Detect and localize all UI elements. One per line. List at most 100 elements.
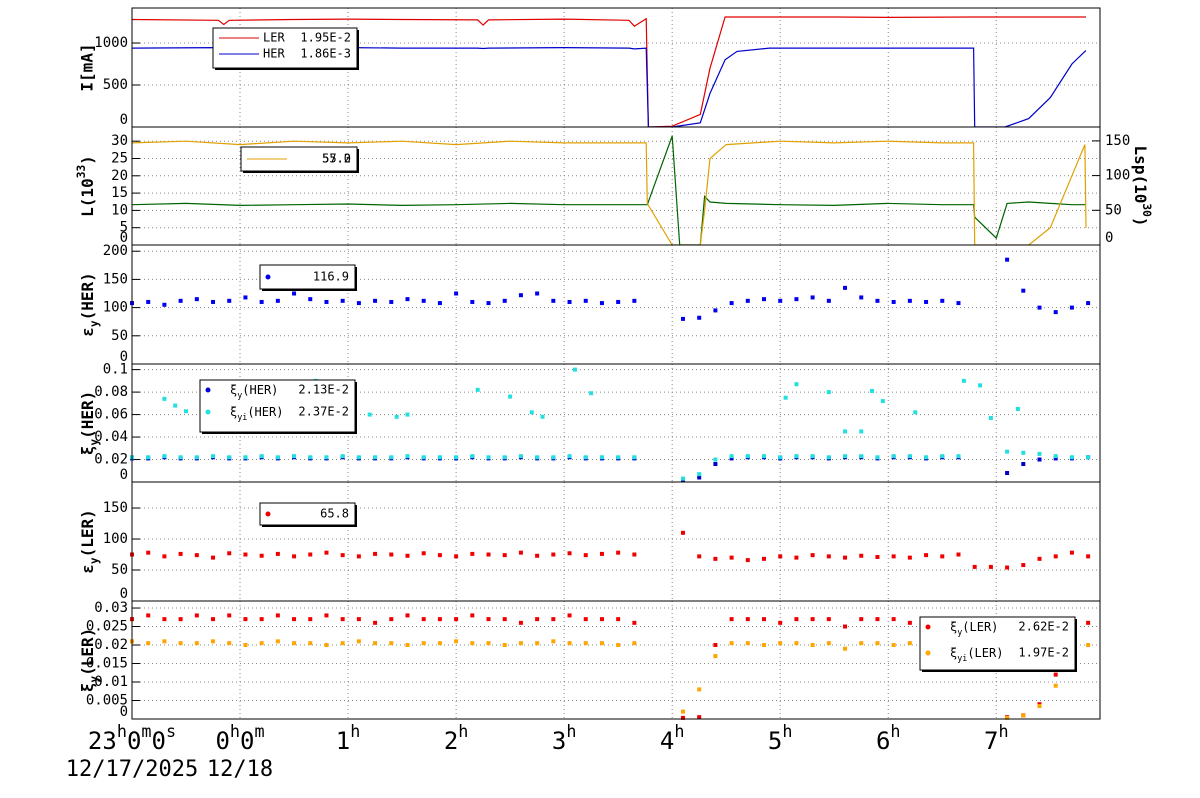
series-group: [130, 530, 1091, 570]
scatter-point: [1021, 462, 1026, 467]
y-axis-label-part: (HER): [78, 391, 97, 439]
scatter-point: [551, 639, 556, 644]
legend-label-part: ξ: [950, 646, 957, 660]
x-tick-label-part: m: [141, 721, 151, 741]
scatter-point: [367, 412, 372, 417]
y-axis-label-part: L(10: [78, 178, 97, 217]
scatter-point: [794, 382, 799, 387]
y-tick-label: 1000: [94, 35, 128, 51]
scatter-point: [1005, 471, 1010, 476]
scatter-point: [924, 553, 929, 558]
x-tick-label-part: h: [117, 721, 127, 741]
scatter-point: [211, 639, 216, 644]
legend-marker: [205, 387, 211, 393]
scatter-point: [616, 299, 621, 304]
y2-tick-label: 0: [1105, 230, 1113, 246]
scatter-point: [275, 298, 280, 303]
scatter-point: [275, 613, 280, 618]
scatter-point: [572, 367, 577, 372]
scatter-point: [875, 298, 880, 303]
scatter-point: [259, 454, 264, 459]
plot-area: [132, 245, 1100, 364]
scatter-point: [972, 564, 977, 569]
legend-label: LER: [263, 31, 285, 45]
y-tick-label: 500: [103, 77, 128, 93]
scatter-point: [875, 641, 880, 646]
y-tick-label: 0.01: [94, 674, 128, 690]
scatter-point: [551, 552, 556, 557]
scatter-point: [940, 554, 945, 559]
scatter-point: [697, 315, 702, 320]
scatter-point: [762, 297, 767, 302]
scatter-point: [211, 617, 216, 622]
scatter-point: [178, 455, 183, 460]
x-tick-label-part: h: [566, 721, 576, 741]
scatter-point: [680, 709, 685, 714]
scatter-point: [713, 308, 718, 313]
scatter-point: [405, 643, 410, 648]
scatter-point: [924, 455, 929, 460]
scatter-point: [1021, 450, 1026, 455]
scatter-point: [486, 552, 491, 557]
scatter-point: [1005, 257, 1010, 262]
scatter-point: [891, 454, 896, 459]
plot-area: [132, 482, 1100, 601]
scatter-point: [518, 550, 523, 555]
scatter-point: [1005, 565, 1010, 570]
scatter-point: [713, 654, 718, 659]
scatter-point: [810, 295, 815, 300]
scatter-point: [583, 455, 588, 460]
scatter-point: [178, 298, 183, 303]
scatter-point: [437, 455, 442, 460]
y-tick-label: 0.03: [94, 600, 128, 616]
scatter-point: [680, 316, 685, 321]
scatter-point: [194, 553, 199, 558]
scatter-point: [243, 552, 248, 557]
scatter-point: [599, 455, 604, 460]
x-tick-label: 0h0m: [215, 721, 264, 755]
x-tick-label: 5h: [768, 721, 793, 755]
y-axis-label: ξy(HER): [78, 391, 101, 456]
scatter-point: [794, 617, 799, 622]
legend-label-part: (LER): [967, 646, 1003, 660]
scatter-point: [324, 613, 329, 618]
legend-value: 1.97E-2: [1018, 646, 1069, 660]
scatter-point: [275, 639, 280, 644]
scatter-point: [405, 613, 410, 618]
scatter-point: [762, 617, 767, 622]
scatter-point: [470, 641, 475, 646]
scatter-point: [567, 613, 572, 618]
scatter-point: [340, 298, 345, 303]
scatter-point: [243, 295, 248, 300]
scatter-point: [194, 297, 199, 302]
y-tick-label: 100: [103, 531, 128, 547]
scatter-point: [583, 641, 588, 646]
scatter-point: [778, 298, 783, 303]
scatter-point: [356, 617, 361, 622]
scatter-point: [146, 641, 151, 646]
y-tick-label: 0: [120, 586, 128, 602]
y-axis-label: εy(HER): [78, 272, 101, 337]
scatter-point: [394, 414, 399, 419]
legend-label-part: (HER): [247, 405, 283, 419]
scatter-point: [880, 399, 885, 404]
y-tick-label: 0.02: [94, 452, 128, 468]
legend-label-part: yi: [237, 412, 247, 422]
scatter-point: [745, 617, 750, 622]
scatter-point: [729, 617, 734, 622]
x-tick-label-part: 2: [444, 727, 458, 755]
legend-box: [259, 264, 356, 290]
x-tick-label-part: h: [782, 721, 792, 741]
y-tick-label: 30: [111, 133, 128, 149]
scatter-point: [308, 552, 313, 557]
scatter-point: [940, 454, 945, 459]
scatter-point: [454, 291, 459, 296]
legend-label-part: ξ: [230, 405, 237, 419]
scatter-point: [697, 472, 702, 477]
y2-axis-label: Lsp(1030): [1132, 146, 1154, 227]
scatter-point: [502, 643, 507, 648]
scatter-point: [178, 551, 183, 556]
scatter-point: [810, 553, 815, 558]
scatter-point: [1037, 556, 1042, 561]
scatter-point: [356, 301, 361, 306]
